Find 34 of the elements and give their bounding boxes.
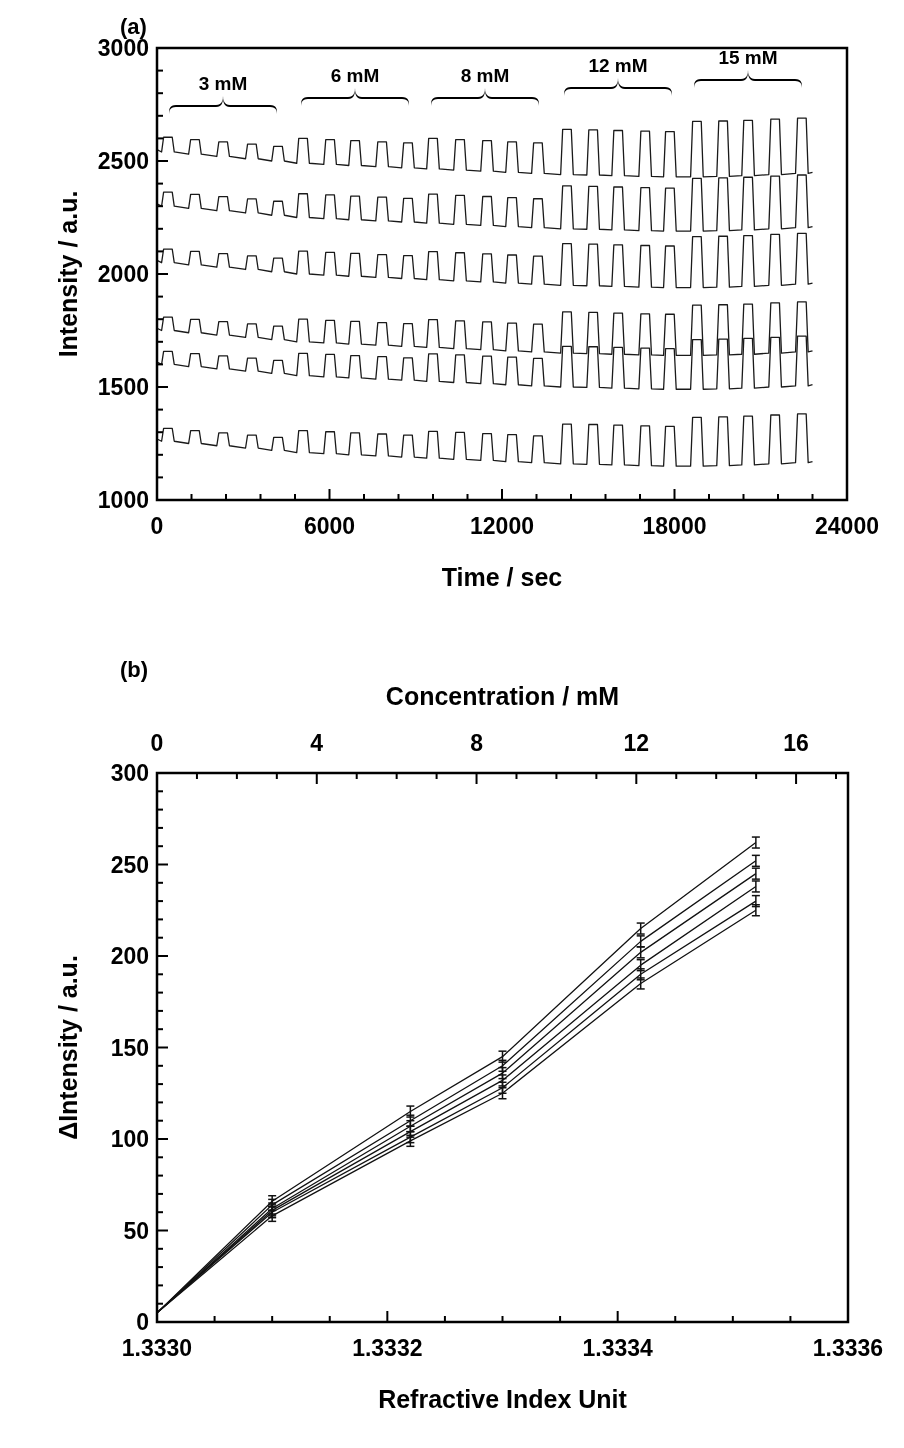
y-tick-label: 300 — [110, 760, 149, 786]
y-tick-label: 0 — [136, 1309, 149, 1335]
x-axis-title: Refractive Index Unit — [378, 1385, 628, 1413]
y-tick-label: 1000 — [97, 487, 149, 513]
annotation: 8 mM — [460, 65, 510, 86]
x-tick-label: 12000 — [470, 513, 534, 539]
x-tick-label: 1.3330 — [121, 1335, 193, 1361]
annotation: 15 mM — [718, 47, 778, 68]
x2-tick-label: 8 — [470, 730, 484, 756]
y-tick-label: 150 — [110, 1034, 149, 1061]
y-tick-label: 200 — [110, 943, 149, 969]
y-tick-label: 50 — [123, 1217, 149, 1244]
annotation: 3 mM — [198, 73, 248, 94]
x-axis-title: Time / sec — [441, 563, 563, 591]
x2-tick-label: 12 — [623, 730, 650, 756]
y-tick-label: 2500 — [97, 148, 149, 174]
annotation: 12 mM — [588, 55, 648, 76]
y-axis-title: ΔIntensity / a.u. — [54, 955, 82, 1140]
y-tick-label: 1500 — [97, 374, 149, 400]
x-tick-label: 1.3334 — [582, 1335, 654, 1361]
y-axis-title: Intensity / a.u. — [54, 190, 82, 358]
y-tick-label: 100 — [110, 1126, 149, 1152]
y-tick-label: 2000 — [97, 261, 149, 287]
x-tick-label: 1.3332 — [352, 1335, 423, 1361]
annotation: 6 mM — [330, 65, 380, 86]
x-tick-label: 24000 — [815, 513, 879, 539]
x2-axis-title: Concentration / mM — [385, 682, 620, 710]
x2-tick-label: 4 — [310, 730, 324, 756]
x2-tick-label: 16 — [783, 730, 809, 756]
text: (b) — [120, 657, 149, 682]
x-tick-label: 1.3336 — [812, 1335, 884, 1361]
x-tick-label: 18000 — [642, 513, 707, 539]
y-tick-label: 250 — [110, 851, 149, 878]
x-tick-label: 6000 — [303, 513, 356, 539]
